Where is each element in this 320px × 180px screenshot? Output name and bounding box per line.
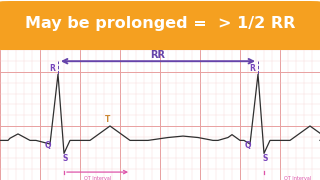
Text: QT Interval: QT Interval (84, 176, 111, 180)
Text: QT Interval: QT Interval (284, 176, 311, 180)
Text: RR: RR (150, 50, 165, 60)
Text: Q: Q (245, 141, 251, 150)
Text: S: S (62, 154, 68, 163)
Text: R: R (49, 64, 55, 73)
Text: T: T (105, 115, 111, 124)
Text: S: S (262, 154, 268, 163)
Text: Q: Q (45, 141, 51, 150)
FancyBboxPatch shape (0, 1, 320, 50)
Text: May be prolonged =  > 1/2 RR: May be prolonged = > 1/2 RR (25, 16, 295, 31)
Text: R: R (249, 64, 255, 73)
